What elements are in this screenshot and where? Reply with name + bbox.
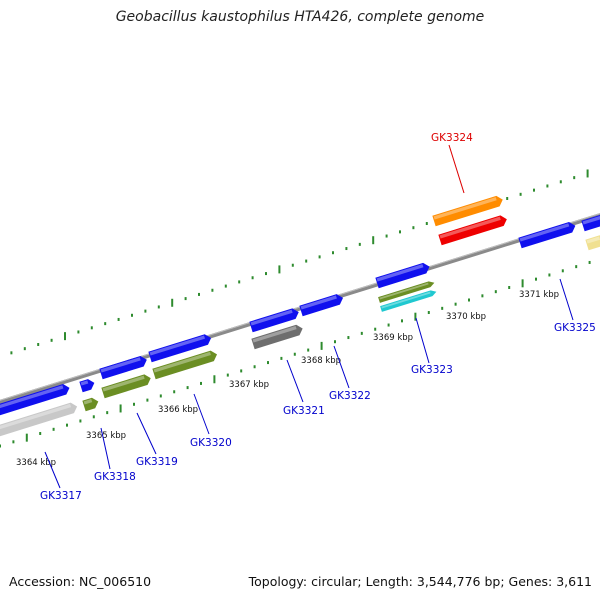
scale-label: 3369 kbp bbox=[373, 333, 413, 343]
gene-arrow-forward bbox=[581, 214, 600, 232]
gene-leader-line bbox=[333, 345, 350, 389]
gene-label: GK3318 bbox=[94, 471, 136, 483]
gene-leader-line bbox=[136, 412, 157, 455]
accession-text: Accession: NC_006510 bbox=[9, 574, 152, 589]
scale-label: 3366 kbp bbox=[158, 405, 198, 415]
gene-arrow-forward bbox=[79, 379, 95, 393]
genome-summary-text: Topology: circular; Length: 3,544,776 bp… bbox=[248, 574, 592, 589]
gene-arrow-forward bbox=[249, 308, 299, 333]
gene-arrow-light-gray bbox=[0, 402, 78, 438]
scale-label: 3365 kbp bbox=[86, 431, 126, 441]
scale-label: 3368 kbp bbox=[301, 356, 341, 366]
gene-label: GK3322 bbox=[329, 390, 371, 402]
gene-label: GK3325 bbox=[554, 322, 596, 334]
gene-arrow-cream bbox=[585, 235, 600, 251]
gene-arrow-cyan bbox=[380, 290, 437, 312]
gene-arrow-forward bbox=[518, 221, 576, 249]
scale-label: 3371 kbp bbox=[519, 290, 559, 300]
gene-arrow-olive bbox=[82, 397, 99, 412]
gene-arrow-forward bbox=[148, 334, 212, 363]
gene-arrow-forward bbox=[0, 384, 70, 417]
gene-leader-line bbox=[415, 317, 430, 364]
gene-leader-line bbox=[44, 451, 61, 489]
gene-arrow-orange bbox=[432, 195, 503, 227]
gene-label: GK3324 bbox=[431, 132, 473, 144]
gene-arrow-gray bbox=[251, 324, 303, 350]
scale-label: 3367 kbp bbox=[229, 380, 269, 390]
gene-label: GK3320 bbox=[190, 437, 232, 449]
scale-label: 3370 kbp bbox=[446, 312, 486, 322]
gene-arrow-olive bbox=[152, 350, 218, 380]
map-title: Geobacillus kaustophilus HTA426, complet… bbox=[115, 9, 485, 25]
scale-label: 3364 kbp bbox=[16, 458, 56, 468]
gene-label: GK3319 bbox=[136, 456, 178, 468]
gene-arrow-forward bbox=[299, 294, 344, 317]
gene-arrow-olive bbox=[378, 281, 435, 303]
gene-leader-line bbox=[286, 359, 304, 403]
gene-label: GK3323 bbox=[411, 364, 453, 376]
gene-leader-line bbox=[100, 427, 111, 470]
gene-arrow-red bbox=[438, 215, 507, 246]
gene-leader-line bbox=[448, 144, 465, 194]
gene-leader-line bbox=[559, 278, 574, 321]
gene-label: GK3317 bbox=[40, 490, 82, 502]
gene-label: GK3321 bbox=[283, 405, 325, 417]
gene-arrow-forward bbox=[375, 262, 430, 289]
gene-arrow-olive bbox=[101, 374, 151, 399]
gene-arrow-forward bbox=[99, 355, 147, 380]
backbone-line bbox=[0, 213, 600, 404]
gene-leader-line bbox=[193, 393, 210, 435]
